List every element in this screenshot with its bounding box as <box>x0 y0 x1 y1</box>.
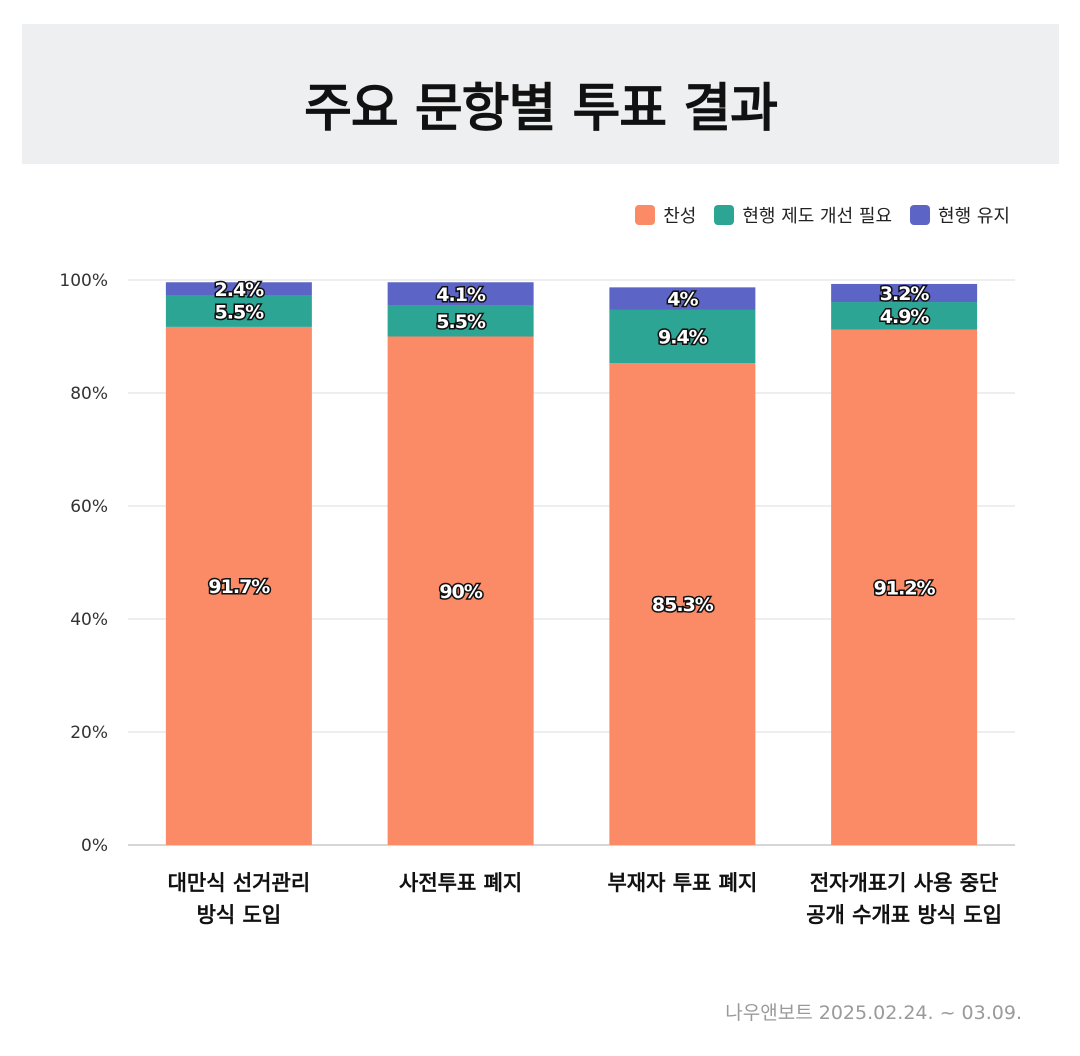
category-label: 대만식 선거관리 <box>168 871 311 895</box>
data-label: 3.2% <box>880 283 930 305</box>
bar-segment-keep <box>165 282 312 296</box>
bar-segment-improve <box>165 295 312 327</box>
bar-segment-improve <box>609 309 756 364</box>
bar-segment-keep <box>387 282 534 306</box>
data-label: 5.5% <box>436 311 486 333</box>
bar-segment-improve <box>387 305 534 337</box>
y-tick-label: 60% <box>70 497 108 517</box>
data-label: 91.2% <box>874 577 936 599</box>
data-label: 91.7% <box>208 576 270 598</box>
y-tick-label: 100% <box>59 271 108 291</box>
data-label: 4.1% <box>436 284 486 306</box>
legend-item-improve: 현행 제도 개선 필요 <box>714 202 892 228</box>
legend-label-improve: 현행 제도 개선 필요 <box>742 206 893 227</box>
legend-item-keep: 현행 유지 <box>910 202 1010 228</box>
y-tick-label: 20% <box>70 723 108 743</box>
category-label: 공개 수개표 방식 도입 <box>806 903 1002 927</box>
bar-segment-agree <box>387 336 534 845</box>
legend-swatch-keep <box>910 205 931 225</box>
category-label: 전자개표기 사용 중단 <box>810 871 999 895</box>
bar-segment-keep <box>609 287 756 310</box>
legend-swatch-improve <box>714 205 735 225</box>
category-label: 방식 도입 <box>197 903 282 927</box>
y-tick-label: 80% <box>70 384 108 404</box>
category-label: 부재자 투표 폐지 <box>607 871 757 895</box>
legend: 찬성 현행 제도 개선 필요 현행 유지 <box>635 202 1010 228</box>
y-tick-label: 0% <box>81 836 108 856</box>
bar-segment-improve <box>831 302 978 330</box>
data-label: 2.4% <box>215 279 265 301</box>
data-label: 4.9% <box>880 306 930 328</box>
data-label: 4% <box>667 289 698 311</box>
title-banner: 주요 문항별 투표 결과 <box>22 24 1059 164</box>
bar-segment-agree <box>165 326 312 845</box>
legend-swatch-agree <box>635 205 656 225</box>
bar-segment-agree <box>831 329 978 846</box>
legend-label-keep: 현행 유지 <box>938 206 1010 227</box>
data-label: 5.5% <box>215 301 265 323</box>
bar-segment-keep <box>831 283 978 303</box>
category-label: 사전투표 폐지 <box>399 871 522 895</box>
data-label: 90% <box>439 581 482 603</box>
chart-title: 주요 문항별 투표 결과 <box>304 79 778 139</box>
legend-label-agree: 찬성 <box>663 206 697 227</box>
y-tick-label: 40% <box>70 610 108 630</box>
source-note: 나우앤보트 2025.02.24. ~ 03.09. <box>725 1002 1022 1024</box>
bar-segment-agree <box>609 363 756 845</box>
legend-item-agree: 찬성 <box>635 202 696 228</box>
data-label: 85.3% <box>652 594 714 616</box>
data-label: 9.4% <box>658 327 708 349</box>
